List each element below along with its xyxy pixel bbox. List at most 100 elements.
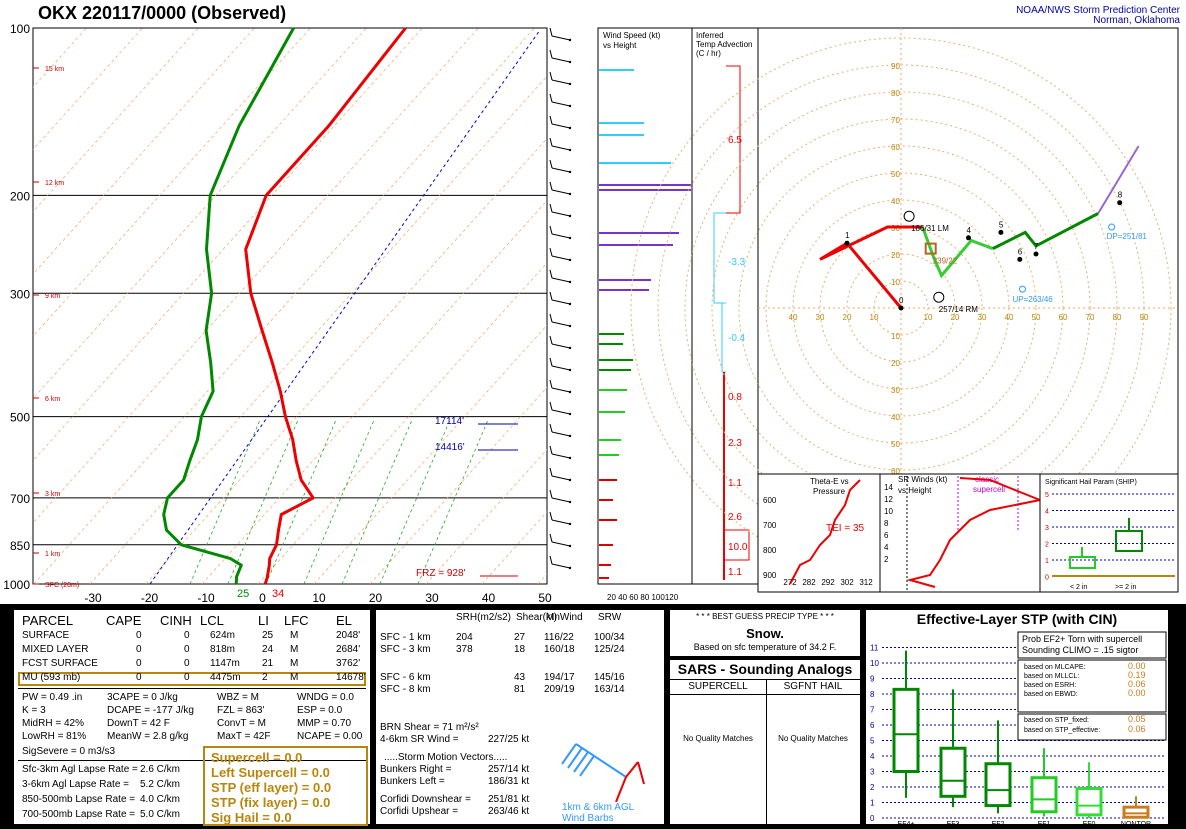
pressure-label: 100 (10, 22, 30, 36)
wind-barb (551, 387, 571, 393)
ta-value: -0.4 (728, 333, 746, 344)
hodo-tick: 80 (1113, 313, 1122, 322)
theta-e-profile (789, 479, 861, 585)
lm-label: 186/31 LM (911, 224, 949, 233)
parcel-header-cell: LFC (284, 613, 309, 628)
stp-panel: Effective-Layer STP (with CIN) 11 10 9 8 7 6 5… (864, 608, 1170, 826)
pressure-label: 1000 (3, 578, 30, 592)
parcel-cell: 14678' (336, 672, 366, 683)
hodo-point-label: 4 (967, 226, 972, 235)
parcel-header-cell: PARCEL (22, 613, 74, 628)
wind-speed-frame (597, 27, 693, 585)
ship-y-tick: 3 (1045, 525, 1049, 532)
composite-param: STP (fix layer) = 0.0 (211, 795, 331, 810)
hodo-tick: 50 (1032, 313, 1041, 322)
isotherm (201, 200, 547, 584)
parcel-cell: 0 (184, 658, 190, 669)
wind-barb-flag (549, 313, 553, 323)
stp-y-tick: 6 (870, 721, 875, 730)
parcel-cell: M (290, 672, 299, 683)
temp-tick: 20 (369, 591, 383, 605)
parcel-cell: 0 (184, 644, 190, 655)
hodo-tick: 50 (891, 170, 900, 179)
wind-barb-flag (549, 269, 553, 279)
parcel-header-cell: CINH (160, 613, 192, 628)
stp-y-tick: 1 (870, 799, 875, 808)
param-cell: FZL = 863' (217, 705, 265, 716)
temp-advection-bars: 6.5 -3.3 -0.4 0.8 2.3 1.1 2.6 10.0 1.1 (713, 65, 750, 580)
hodo-tick: 40 (789, 313, 798, 322)
parcel-cell: 2 (262, 672, 268, 683)
stp-based-value: 0.19 (1128, 670, 1146, 680)
wind-barb-dot (568, 324, 572, 328)
sars-col-hail: SGFNT HAIL (783, 681, 843, 692)
stp-based-value: 0.05 (1128, 714, 1146, 724)
stp-chart: 11109876543210EF4+EF3EF2EF1EF0NONTORProb… (870, 631, 1167, 824)
kin-cell: SFC - 3 km (380, 644, 431, 655)
parcel-header-cell: LI (258, 613, 269, 628)
credit-line-2: Norman, Oklahoma (1093, 15, 1180, 26)
stp-y-tick: 5 (870, 737, 875, 746)
composite-param: Sig Hail = 0.0 (211, 810, 292, 825)
parcel-cell: 0 (136, 630, 142, 641)
ta-bar-warm-2 (723, 529, 750, 561)
wind-barb-flag (549, 49, 553, 59)
agl-wind-barbs (561, 743, 645, 802)
srw-y-tick: 14 (884, 483, 893, 492)
wind-barb-flag (549, 445, 553, 455)
dp-marker (1108, 223, 1116, 231)
sars-panel: SARS - Sounding Analogs SUPERCELL SGFNT … (668, 658, 862, 826)
stp-box (892, 687, 920, 773)
hodo-tick: 70 (891, 116, 900, 125)
wind-barb (551, 409, 571, 415)
stp-based-box (1017, 659, 1167, 713)
kin-header: MnWind (546, 612, 583, 623)
height-label: 3 km (45, 491, 60, 498)
temp-tick: 30 (425, 591, 439, 605)
hodo-tick: 20 (951, 313, 960, 322)
barb-label-1: 1km & 6km AGL (562, 802, 635, 813)
lapse-value: 5.0 C/km (140, 809, 181, 820)
motion-value: 257/14 kt (488, 764, 530, 775)
wind-barb-dot (568, 500, 572, 504)
hodo-point-label: 0 (899, 296, 904, 305)
hodo-trace (819, 225, 923, 309)
sfc-dewpoint: 25 (237, 588, 249, 600)
wind-barb-flag (549, 467, 553, 477)
srw-y-tick: 10 (884, 507, 893, 516)
wind-barb-dot (568, 126, 572, 130)
sars-title: SARS - Sounding Analogs (677, 661, 853, 677)
composite-param: Supercell = 0.0 (211, 750, 303, 765)
sr-46-value: 227/25 kt (488, 734, 530, 745)
hodo-ring (684, 91, 1118, 525)
param-cell: DCAPE = -177 J/kg (107, 705, 194, 716)
param-cell: MidRH = 42% (22, 718, 84, 729)
wind-barb-dot (568, 368, 572, 372)
mean-wind-label: 239/22 (933, 257, 958, 266)
wind-barb-flag (549, 379, 553, 389)
ship-y-tick: 2 (1045, 542, 1049, 549)
parcel-cell: 0 (136, 672, 142, 683)
hodograph-frame (757, 27, 1179, 475)
wind-barb (551, 497, 571, 503)
wind-barb-dot (568, 258, 572, 262)
wind-barb-dot (568, 148, 572, 152)
stp-box (939, 746, 967, 798)
height-label: 6 km (45, 396, 60, 403)
stp-box (1122, 805, 1150, 819)
barb-label-2: Wind Barbs (562, 813, 614, 824)
wind-barb (551, 453, 571, 459)
hodo-trace (921, 226, 994, 279)
parcel-cell: 21 (262, 658, 274, 669)
hodo-point (898, 305, 904, 311)
parcel-cell: MU (593 mb) (22, 672, 81, 683)
motion-value: 263/46 kt (488, 806, 530, 817)
stp-y-tick: 2 (870, 783, 875, 792)
wind-barb-flag (549, 71, 553, 81)
wind-barb-flag (549, 401, 553, 411)
param-cell: MMP = 0.70 (297, 718, 352, 729)
stp-box (1075, 787, 1103, 817)
sars-none-1: No Quality Matches (683, 734, 753, 743)
composite-param: STP (eff layer) = 0.0 (211, 780, 332, 795)
stp-y-tick: 7 (870, 706, 875, 715)
